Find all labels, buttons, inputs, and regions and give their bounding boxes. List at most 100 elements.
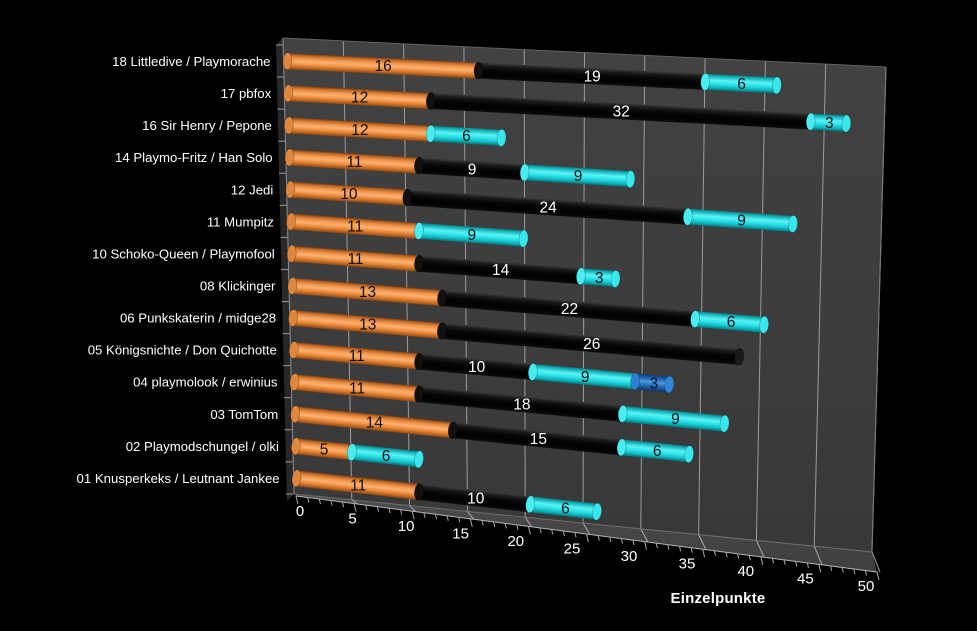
gridline-floor (698, 534, 707, 550)
x-tick-label: 10 (398, 518, 415, 535)
category-label: 04 playmolook / erwinius (133, 375, 278, 390)
bar-segment-black (451, 422, 623, 456)
category-label: 17 pbfox (221, 86, 272, 101)
bar-cap (805, 112, 816, 131)
bar-value-label: 9 (671, 411, 680, 428)
x-tick-label: 35 (679, 556, 696, 573)
x-minor-tick (341, 501, 345, 508)
x-tick-label: 50 (858, 578, 875, 595)
bar-segment-orange (293, 374, 420, 403)
bar-cap (447, 421, 458, 439)
bar-segment-cyan (580, 268, 617, 287)
x-minor-tick (795, 561, 798, 567)
x-minor-tick (690, 547, 693, 553)
bar-value-label: 11 (350, 477, 366, 494)
bar-segment-orange (289, 181, 408, 206)
bar-segment-cyan (704, 73, 778, 94)
bar-value-label: 19 (584, 69, 601, 86)
bar-end-cap (414, 450, 424, 469)
x-minor-tick (365, 505, 368, 511)
bar-cap (414, 385, 424, 403)
bar-value-label: 22 (561, 301, 578, 318)
bar-value-label: 11 (349, 348, 365, 365)
wall-top-edge (282, 37, 887, 68)
bar-cap (414, 222, 424, 240)
bar-segment-cyan (694, 311, 765, 333)
category-label: 02 Playmodschungel / olki (126, 439, 279, 454)
bar-value-label: 6 (382, 448, 391, 465)
bar-cap (284, 148, 295, 167)
x-minor-tick (400, 509, 403, 515)
bar-segment-black (441, 290, 696, 328)
bar-value-label: 10 (468, 359, 486, 376)
x-minor-tick (632, 539, 635, 546)
bar-row (289, 373, 730, 433)
bar-cap (473, 61, 484, 80)
bar-segment-black (441, 322, 741, 365)
x-minor-tick (806, 562, 809, 568)
bar-segment-black (418, 483, 532, 513)
bar-value-label: 3 (649, 375, 658, 392)
gridline-wall (813, 64, 827, 547)
bar-cap (576, 267, 586, 285)
bar-end-cap (719, 414, 730, 433)
bar-value-label: 15 (530, 431, 547, 448)
bar-value-label: 9 (468, 161, 477, 178)
category-label: 03 TomTom (210, 407, 278, 422)
x-major-tick (295, 495, 299, 505)
category-label: 18 Littledive / Playmorache (112, 54, 270, 69)
x-tick-label: 20 (507, 533, 524, 550)
x-minor-tick (597, 535, 600, 541)
x-minor-tick (318, 498, 321, 505)
x-major-tick (760, 556, 764, 565)
bar-value-label: 13 (359, 317, 376, 334)
bar-value-label: 11 (349, 380, 365, 397)
bar-cap (288, 309, 298, 327)
bar-end-cap (625, 170, 636, 188)
bar-segment-cyan (620, 439, 690, 463)
bar-value-label: 26 (583, 336, 600, 353)
bar-value-label: 32 (613, 104, 630, 121)
x-tick-label: 25 (564, 541, 581, 558)
x-minor-tick (516, 524, 519, 530)
bar-row (291, 469, 602, 521)
bar-value-label: 6 (653, 443, 662, 460)
bar-segment-orange (291, 277, 443, 307)
bar-value-label: 24 (539, 199, 557, 216)
gridline-floor (409, 505, 416, 512)
x-minor-tick (748, 555, 751, 561)
bar-cap (402, 188, 413, 207)
x-tick-label: 30 (621, 548, 638, 565)
bar-cap (285, 180, 296, 199)
bar-value-label: 16 (374, 58, 391, 75)
bar-value-label: 11 (347, 219, 363, 236)
bar-cap (290, 405, 301, 423)
bar-value-label: 12 (351, 122, 368, 139)
x-minor-tick (434, 514, 438, 520)
category-label: 10 Schoko-Queen / Playmofool (92, 246, 275, 261)
bar-segment-orange (293, 342, 420, 370)
gridline-floor (351, 499, 358, 505)
bar-end-cap (684, 445, 694, 463)
bar-segment-cyan (621, 405, 726, 432)
x-tick-label: 0 (296, 503, 304, 520)
x-major-tick (702, 549, 706, 558)
x-minor-tick (655, 543, 658, 549)
x-major-tick (353, 503, 357, 512)
bar-value-label: 11 (346, 154, 362, 171)
x-minor-tick (504, 523, 507, 529)
x-minor-tick (853, 568, 856, 575)
bar-value-label: 9 (737, 213, 746, 230)
bar-segment-black (418, 157, 526, 181)
gridline-floor (813, 546, 823, 565)
bar-cap (437, 289, 447, 307)
bar-row (288, 341, 675, 394)
x-tick-label: 40 (737, 563, 754, 580)
x-minor-tick (388, 508, 391, 514)
bar-segment-orange (295, 470, 420, 500)
wall-floor-edge (293, 493, 873, 553)
x-minor-tick (864, 570, 868, 576)
bar-value-label: 6 (727, 314, 736, 331)
bar-segment-cyan (350, 444, 420, 468)
